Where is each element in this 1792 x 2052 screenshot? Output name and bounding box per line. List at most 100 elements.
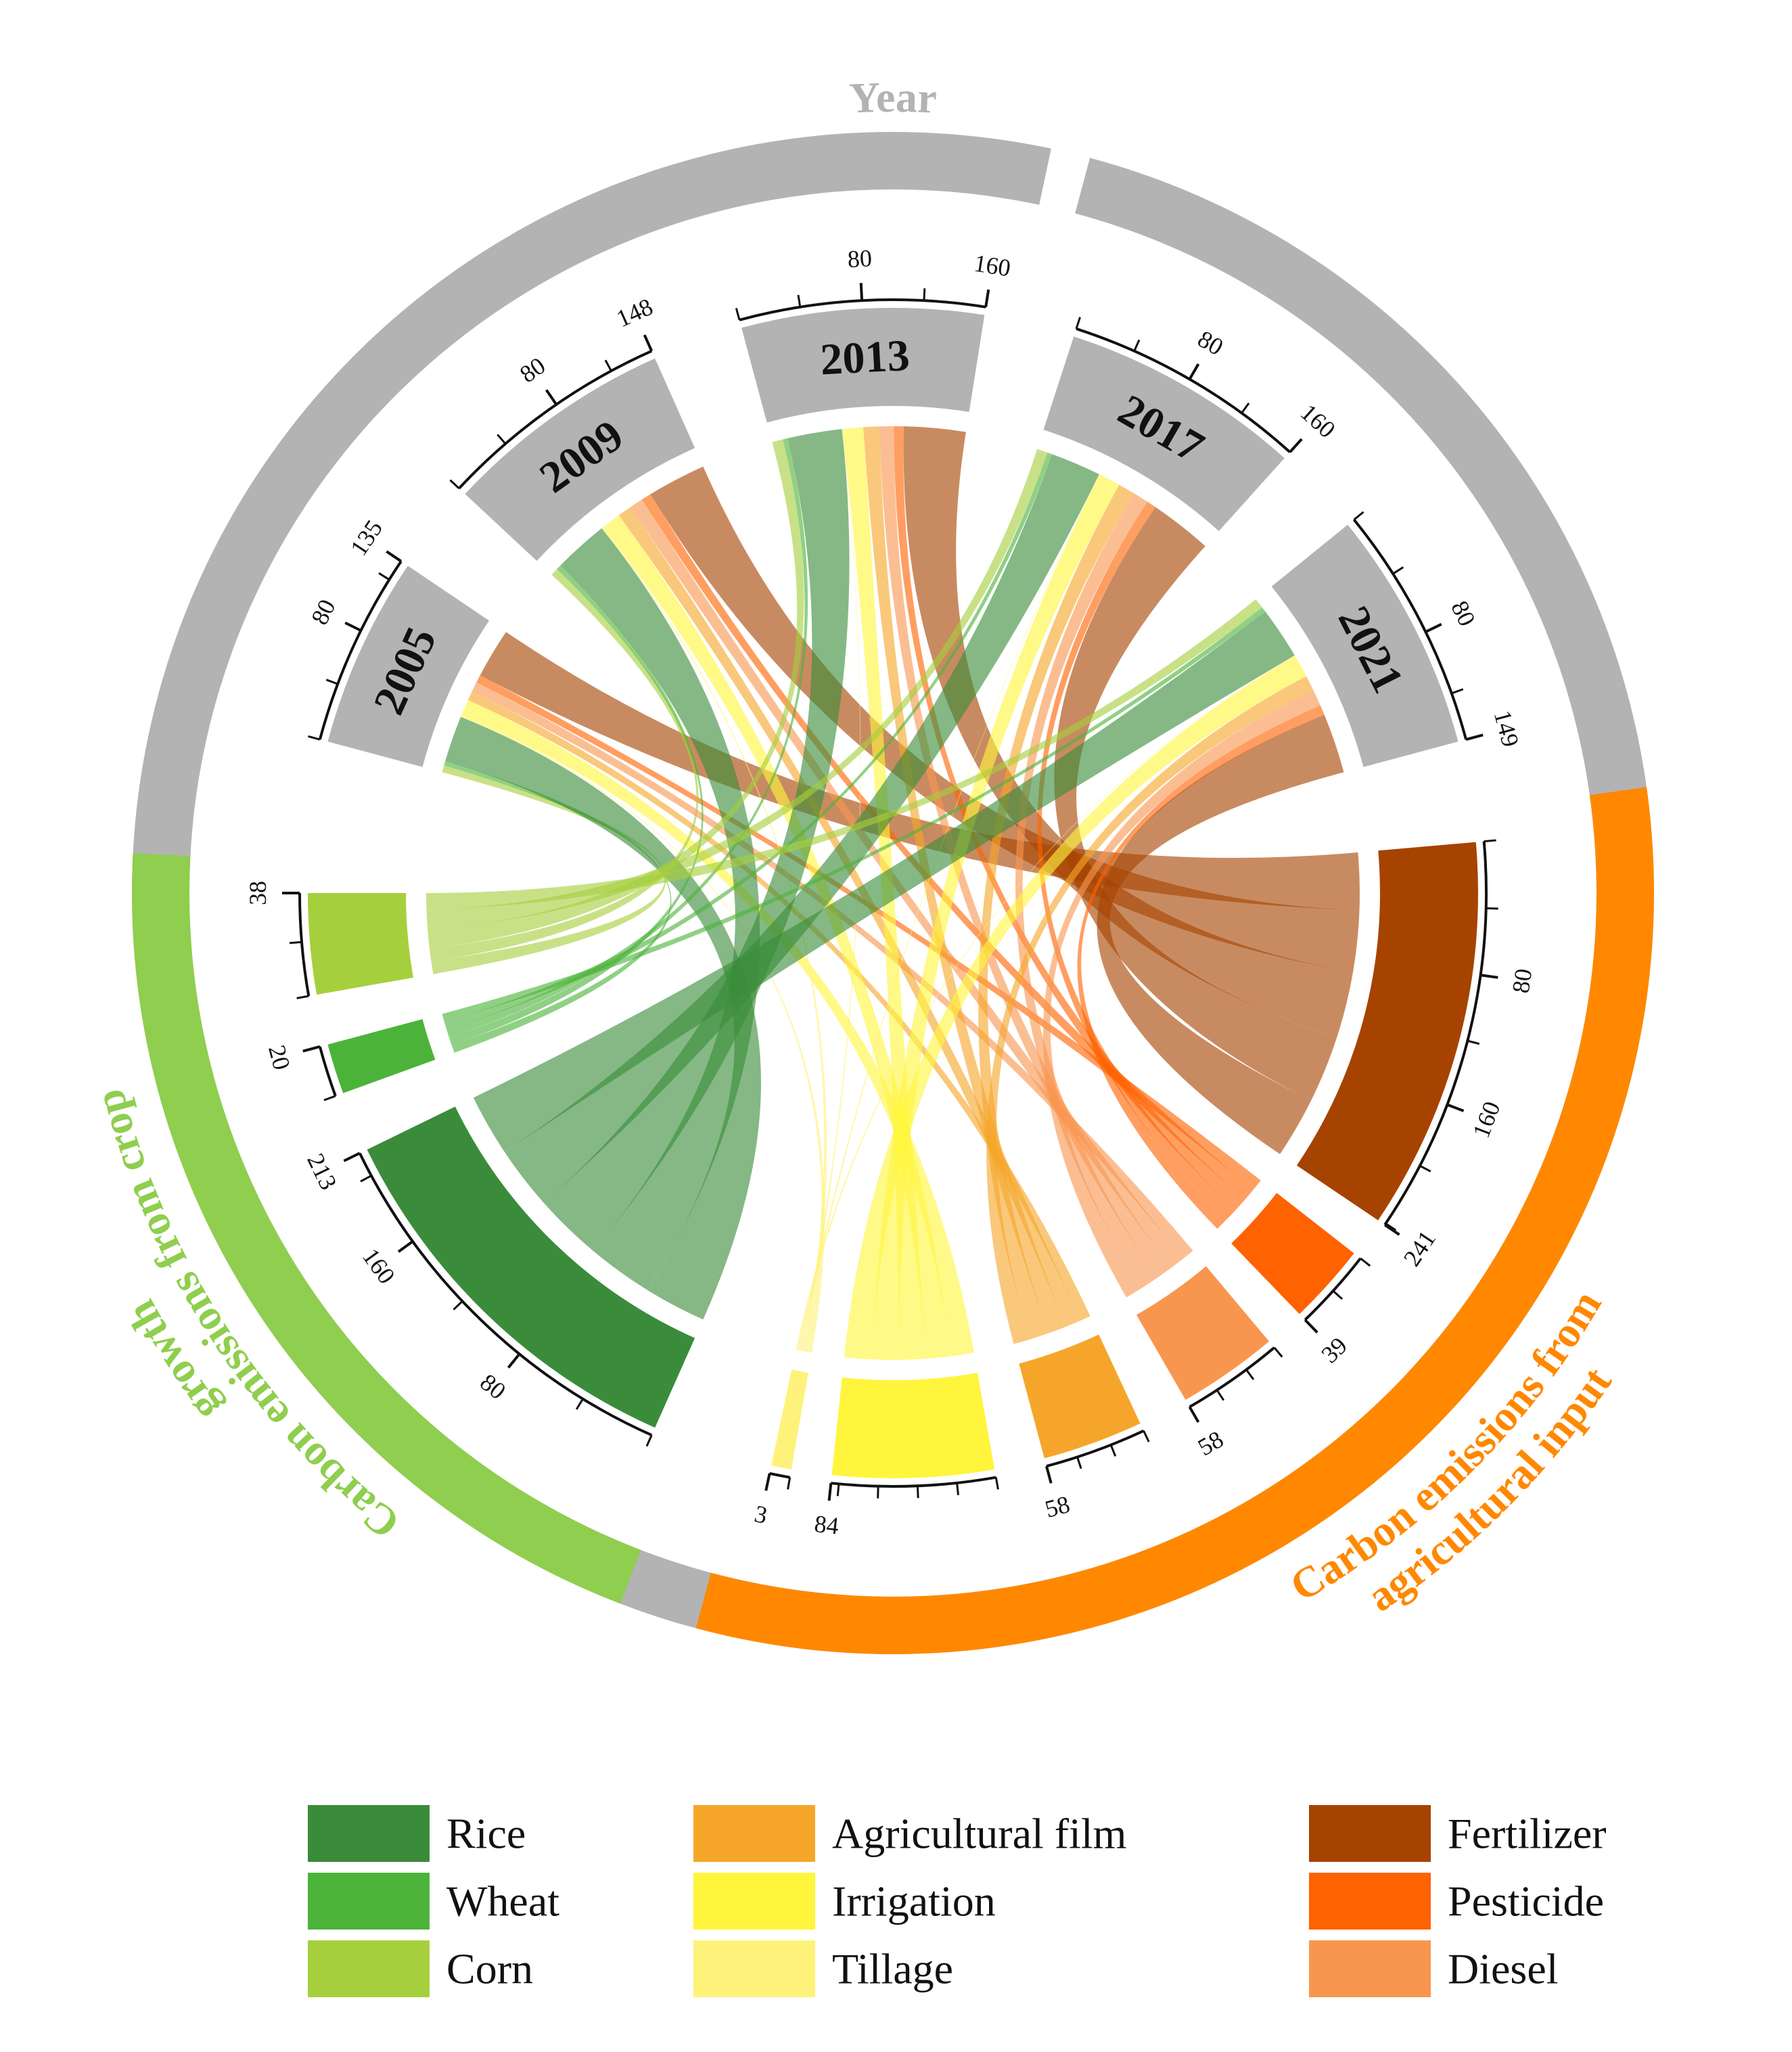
tick-2009 (497, 434, 507, 444)
tick-irrigation (916, 1486, 919, 1499)
tick-2017 (1241, 403, 1250, 414)
legend-swatch-tillage (693, 1940, 815, 1997)
tick-label-2021: 80 (1446, 597, 1481, 631)
legend-label-wheat: Wheat (446, 1877, 559, 1925)
tick-label-fertilizer: 80 (1507, 967, 1538, 995)
tick-rice (453, 1300, 463, 1310)
tick-2021 (1451, 688, 1464, 695)
tick-major-rice (507, 1353, 521, 1369)
ribbon-2009-rice (560, 528, 760, 1291)
axis-2009 (458, 349, 653, 490)
tick-label-2005: 80 (306, 595, 341, 629)
axis-tillage (769, 1472, 791, 1479)
ribbon-2013-rice (543, 429, 850, 1251)
legend: Rice Wheat Corn Agricultural film Irrigation… (308, 1805, 1607, 1997)
tick-irrigation (956, 1482, 960, 1495)
tick-major-tillage (764, 1473, 771, 1491)
tick-pesticide (1360, 1257, 1371, 1267)
tick-major-2021 (1465, 733, 1484, 741)
tick-label-2021: 149 (1489, 708, 1525, 750)
tick-label-wheat: 20 (263, 1042, 296, 1072)
ribbon-2005-fertilizer (480, 632, 1360, 911)
axis-2017 (1076, 327, 1291, 453)
tick-major-2009 (643, 334, 653, 352)
tick-major-2013 (984, 289, 990, 308)
tick-2013 (735, 308, 741, 321)
ribbon-2017-rice (504, 454, 1099, 1203)
ribbon-2021-fertilizer (1097, 714, 1344, 1154)
tick-2005 (325, 679, 338, 685)
tick-major-2021 (1425, 622, 1442, 633)
tick-irrigation (836, 1484, 840, 1497)
tick-major-pesticide (1304, 1319, 1318, 1333)
axis-agricultural-film (1046, 1430, 1145, 1468)
tick-2021 (1353, 511, 1364, 521)
tick-label-2017: 160 (1295, 398, 1341, 443)
tick-irrigation (994, 1477, 999, 1490)
tick-pesticide (1332, 1290, 1343, 1300)
sector-tillage (771, 1369, 808, 1469)
tick-2005 (308, 735, 321, 741)
sector-corn (308, 893, 413, 995)
tick-major-rice (343, 1152, 361, 1162)
legend-label-rice: Rice (446, 1810, 526, 1858)
sector-irrigation (831, 1373, 995, 1478)
axis-2005 (318, 560, 403, 740)
tick-label-2005: 135 (345, 515, 388, 560)
sector-wheat (327, 1019, 436, 1093)
legend-swatch-agricultural-film (693, 1805, 815, 1862)
ribbon-2021-diesel (1042, 689, 1320, 1298)
tick-rice (575, 1398, 584, 1410)
tick-label-2013: 80 (847, 244, 873, 273)
tick-major-irrigation (827, 1482, 833, 1501)
group-arc-crop (132, 853, 641, 1604)
legend-label-tillage: Tillage (832, 1945, 953, 1993)
tick-fertilizer (1484, 839, 1496, 843)
legend-label-irrigation: Irrigation (832, 1877, 996, 1925)
ribbon-2009-fertilizer (650, 466, 1360, 972)
tick-diesel (1273, 1346, 1283, 1358)
tick-2009 (604, 359, 612, 371)
legend-label-fertilizer: Fertilizer (1448, 1810, 1607, 1858)
axis-2021 (1353, 518, 1468, 740)
tick-wheat (323, 1095, 336, 1101)
sector-2005 (327, 566, 490, 767)
tick-agricultural-film (1109, 1444, 1117, 1457)
tick-label-rice: 213 (302, 1149, 342, 1194)
tick-label-fertilizer: 160 (1467, 1097, 1506, 1141)
axis-wheat (318, 1046, 337, 1097)
tick-label-rice: 80 (475, 1369, 511, 1405)
tick-label-2009: 80 (515, 352, 550, 388)
tick-major-2009 (545, 389, 558, 405)
ribbon-2013-fertilizer (903, 426, 1354, 1037)
sector-pesticide (1231, 1193, 1354, 1315)
legend-swatch-diesel (1309, 1940, 1431, 1997)
tick-major-fertilizer (1383, 1223, 1400, 1236)
tick-agricultural-film (1076, 1457, 1082, 1469)
axis-corn (298, 892, 311, 997)
tick-2013 (797, 294, 802, 308)
tick-label-diesel: 58 (1193, 1426, 1228, 1461)
tick-label-irrigation: 84 (813, 1510, 840, 1540)
sector-2021 (1271, 524, 1458, 767)
ribbon-2021-rice (473, 611, 1295, 1152)
tick-major-fertilizer (1446, 1103, 1465, 1112)
sector-label-2013: 2013 (819, 331, 911, 385)
legend-label-agricultural-film: Agricultural film (832, 1810, 1126, 1858)
sector-2009 (465, 358, 695, 561)
ribbon-2017-fertilizer (1054, 507, 1337, 1101)
axis-irrigation (831, 1476, 996, 1488)
sector-rice (367, 1106, 695, 1428)
tick-fertilizer (1419, 1164, 1431, 1172)
sector-2013 (741, 307, 985, 423)
sector-diesel (1136, 1266, 1270, 1400)
tick-major-wheat (302, 1045, 321, 1053)
tick-agricultural-film (1143, 1430, 1150, 1442)
tick-2017 (1133, 339, 1141, 352)
tick-diesel (1216, 1389, 1225, 1401)
legend-swatch-wheat (308, 1873, 430, 1930)
legend-swatch-irrigation (693, 1873, 815, 1930)
tick-label-pesticide: 39 (1316, 1332, 1352, 1369)
